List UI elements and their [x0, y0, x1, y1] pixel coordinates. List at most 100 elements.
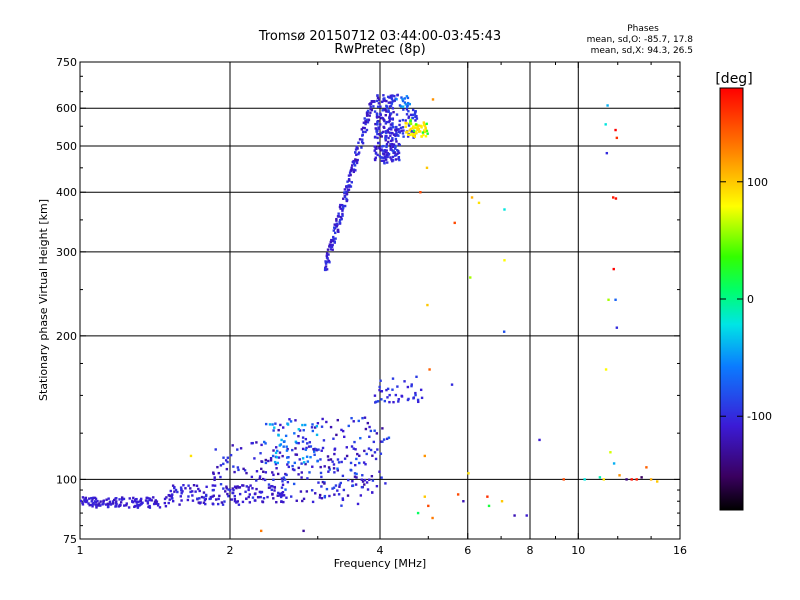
data-point: [140, 501, 143, 505]
data-point: [609, 451, 612, 454]
data-point: [139, 497, 143, 501]
data-point: [348, 171, 352, 174]
data-point: [332, 237, 335, 241]
data-point: [236, 448, 239, 451]
data-point: [311, 500, 315, 504]
data-point: [88, 503, 91, 507]
data-point: [99, 504, 102, 507]
data-point: [395, 140, 398, 143]
data-point: [390, 144, 394, 147]
data-point: [395, 131, 398, 134]
data-point: [305, 446, 308, 450]
data-point: [278, 494, 281, 497]
data-point: [357, 152, 360, 156]
data-point: [368, 435, 371, 438]
data-point: [337, 230, 340, 234]
data-point: [368, 425, 371, 429]
data-point: [343, 191, 346, 194]
data-point: [381, 440, 384, 443]
data-point: [402, 129, 405, 132]
data-point: [367, 118, 370, 121]
data-point: [310, 426, 314, 429]
data-point: [323, 465, 326, 468]
data-point: [329, 425, 333, 429]
data-point: [314, 492, 317, 495]
data-point: [226, 456, 230, 459]
data-point: [377, 102, 381, 105]
data-point: [350, 164, 354, 167]
data-point: [204, 497, 208, 501]
data-point: [462, 500, 465, 503]
data-point: [271, 485, 274, 488]
data-point: [200, 495, 204, 499]
data-point: [335, 217, 338, 221]
data-point: [336, 467, 339, 470]
data-point: [414, 393, 417, 397]
data-point: [102, 502, 105, 505]
data-point: [423, 454, 426, 458]
data-point: [370, 100, 374, 104]
data-point: [400, 394, 403, 398]
data-point: [226, 492, 229, 496]
data-point: [389, 123, 393, 126]
data-point: [407, 133, 410, 137]
data-point: [376, 153, 379, 157]
data-point: [84, 496, 88, 500]
data-point: [287, 465, 291, 469]
data-point: [186, 498, 190, 502]
data-point: [300, 476, 303, 479]
data-point: [382, 159, 386, 162]
data-point: [146, 502, 150, 505]
data-point: [500, 500, 504, 503]
data-point: [283, 440, 286, 443]
data-point: [615, 326, 619, 329]
data-point: [325, 260, 329, 264]
data-point: [213, 476, 216, 479]
y-tick-label: 750: [56, 56, 77, 69]
data-point: [346, 494, 350, 497]
data-point: [338, 222, 342, 225]
data-point: [411, 108, 415, 112]
data-point: [375, 484, 379, 488]
data-point: [247, 488, 250, 492]
data-point: [426, 132, 429, 135]
data-point: [384, 134, 388, 138]
data-point: [369, 448, 373, 452]
data-point: [154, 502, 158, 505]
data-point: [115, 500, 118, 503]
data-point: [356, 452, 359, 456]
data-point: [341, 206, 345, 210]
data-point: [394, 145, 397, 148]
data-point: [347, 478, 350, 482]
data-point: [181, 490, 184, 493]
data-point: [125, 504, 128, 507]
data-point: [346, 185, 349, 188]
data-point: [423, 495, 426, 498]
data-point: [266, 495, 269, 499]
data-point: [309, 445, 313, 448]
data-point: [388, 105, 392, 108]
data-point: [90, 496, 93, 500]
data-point: [373, 145, 376, 148]
data-point: [179, 486, 183, 489]
data-point: [349, 468, 352, 472]
data-point: [313, 453, 316, 456]
data-point: [416, 127, 419, 130]
data-point: [355, 161, 359, 165]
data-point: [387, 436, 391, 439]
data-point: [384, 131, 388, 134]
data-point: [92, 496, 95, 500]
data-point: [375, 432, 379, 435]
data-point: [312, 450, 316, 453]
data-point: [274, 446, 278, 449]
data-point: [284, 488, 287, 491]
data-point: [178, 503, 181, 506]
data-point: [135, 497, 138, 501]
data-point: [379, 379, 382, 382]
data-point: [420, 396, 424, 400]
data-point: [152, 496, 155, 499]
data-point: [502, 330, 506, 333]
data-point: [386, 161, 389, 164]
data-point: [355, 476, 358, 479]
data-point: [369, 111, 372, 114]
